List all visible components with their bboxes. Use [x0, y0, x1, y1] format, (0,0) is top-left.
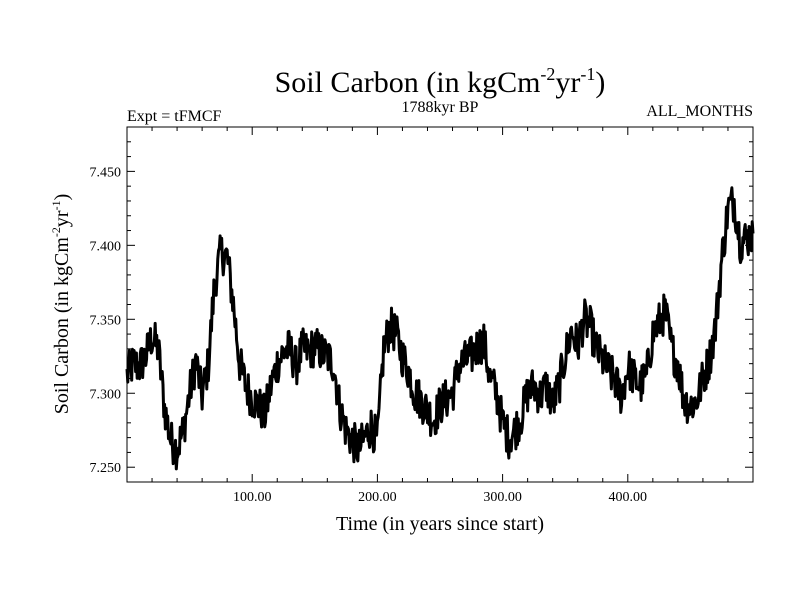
x-tick-label: 300.00 [483, 490, 522, 505]
y-axis-label-sup1: -2 [49, 227, 63, 237]
y-tick-label: 7.300 [90, 387, 122, 402]
y-axis-label: Soil Carbon (in kgCm-2yr-1) [49, 194, 73, 415]
y-tick-label: 7.400 [90, 239, 122, 254]
y-tick-label: 7.250 [90, 461, 122, 476]
x-tick-label: 400.00 [609, 490, 648, 505]
y-axis-ticks: 7.250 7.300 7.350 7.400 7.450 [90, 141, 753, 476]
chart-title-sup1: -2 [540, 64, 555, 84]
x-tick-label: 100.00 [233, 490, 272, 505]
subtitle-center: 1788kyr BP [402, 99, 479, 116]
y-tick-label: 7.450 [90, 165, 122, 180]
subtitle-right: ALL_MONTHS [646, 103, 753, 120]
x-tick-label: 200.00 [358, 490, 397, 505]
x-axis-ticks: 100.00 200.00 300.00 400.00 [151, 127, 729, 505]
data-line-soil-carbon [125, 186, 755, 471]
x-axis-label: Time (in years since start) [336, 513, 544, 535]
y-axis-label-sup2: -1 [49, 200, 63, 210]
chart-title-sup2: -1 [580, 64, 595, 84]
chart-title: Soil Carbon (in kgCm-2yr-1) [275, 64, 606, 99]
subtitle-left: Expt = tFMCF [127, 108, 221, 125]
y-tick-label: 7.350 [90, 313, 122, 328]
